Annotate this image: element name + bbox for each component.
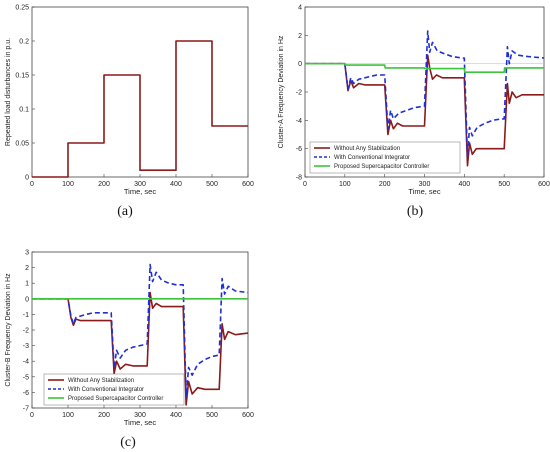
y-tick-label: -6 bbox=[296, 146, 302, 153]
y-tick-label: 0 bbox=[25, 296, 29, 303]
x-tick-label: 600 bbox=[538, 181, 550, 188]
y-tick-label: -2 bbox=[23, 328, 29, 335]
legend-label: Proposed Supercapacitor Controller bbox=[68, 396, 163, 402]
y-tick-label: 0 bbox=[298, 61, 302, 68]
x-tick-label: 200 bbox=[98, 181, 110, 188]
y-tick-label: 0.25 bbox=[15, 5, 29, 12]
x-tick-label: 100 bbox=[62, 181, 74, 188]
legend-label: Without Any Stabilization bbox=[68, 378, 134, 384]
x-tick-label: 300 bbox=[134, 412, 146, 419]
x-tick-label: 100 bbox=[339, 181, 351, 188]
y-tick-label: -4 bbox=[296, 118, 302, 125]
x-tick-label: 600 bbox=[242, 412, 254, 419]
series-line-3 bbox=[305, 62, 544, 73]
y-tick-label: -3 bbox=[23, 343, 29, 350]
chart-panel-1: 0 100 200 300 400 500 600 0 0.05 0.1 0.15 0.2 0.25 Ti… bbox=[5, 5, 254, 220]
x-tick-label: 0 bbox=[303, 181, 307, 188]
legend-label: With Conventional Integrator bbox=[68, 387, 144, 393]
x-tick-label: 500 bbox=[206, 181, 218, 188]
x-tick-label: 0 bbox=[30, 181, 34, 188]
y-tick-label: 0.15 bbox=[15, 73, 29, 80]
y-tick-label: -6 bbox=[23, 390, 29, 397]
y-tick-label: -5 bbox=[23, 374, 29, 381]
y-tick-label: -4 bbox=[23, 359, 29, 366]
y-axis-label: Cluster-A Frequency Deviation in Hz bbox=[278, 35, 285, 148]
series-line-2 bbox=[305, 30, 545, 158]
legend-label: Proposed Supercapacitor Controller bbox=[334, 164, 429, 170]
y-tick-label: 2 bbox=[25, 265, 29, 272]
x-tick-label: 400 bbox=[170, 412, 182, 419]
x-tick-label: 500 bbox=[498, 181, 510, 188]
y-tick-label: 2 bbox=[298, 33, 302, 40]
x-tick-label: 400 bbox=[170, 181, 182, 188]
y-axis-label: Repeated load disturbances in p.u. bbox=[5, 38, 12, 146]
panel-label: (b) bbox=[407, 204, 424, 219]
panel-label: (c) bbox=[120, 435, 136, 450]
y-tick-label: 1 bbox=[25, 281, 29, 288]
x-tick-label: 200 bbox=[98, 412, 110, 419]
x-tick-label: 600 bbox=[242, 181, 254, 188]
x-tick-label: 0 bbox=[30, 412, 34, 419]
legend-label: With Conventional Integrator bbox=[334, 155, 410, 161]
series-line-2 bbox=[32, 263, 249, 398]
x-tick-label: 300 bbox=[134, 181, 146, 188]
y-tick-label: 0.2 bbox=[19, 39, 29, 46]
legend-label: Without Any Stabilization bbox=[334, 146, 400, 152]
y-tick-label: 0 bbox=[25, 175, 29, 182]
y-tick-label: -7 bbox=[23, 406, 29, 413]
x-axis-label: Time, sec bbox=[124, 187, 156, 196]
x-axis-label: Time, sec bbox=[408, 187, 440, 196]
y-tick-label: -2 bbox=[296, 90, 302, 97]
y-tick-label: 0.05 bbox=[15, 141, 29, 148]
x-tick-label: 400 bbox=[458, 181, 470, 188]
series-line-1 bbox=[32, 291, 249, 406]
y-tick-label: 4 bbox=[298, 5, 302, 12]
x-tick-label: 100 bbox=[62, 412, 74, 419]
y-axis-label: Cluster-B Frequency Deviation in Hz bbox=[5, 273, 12, 387]
series-line-1 bbox=[305, 54, 544, 167]
panel-label: (a) bbox=[117, 204, 133, 219]
x-axis-label: Time, sec bbox=[124, 418, 156, 427]
series-line-1 bbox=[32, 40, 248, 178]
x-tick-label: 500 bbox=[206, 412, 218, 419]
legend-box bbox=[43, 373, 185, 406]
legend-box bbox=[309, 141, 461, 174]
chart-panel-2: 0 100 200 300 400 500 600 -8 -6 -4 -2 0 2 4 Time, sec C… bbox=[278, 5, 550, 220]
y-tick-label: 3 bbox=[25, 250, 29, 257]
y-tick-label: 0.1 bbox=[19, 107, 29, 114]
x-tick-label: 300 bbox=[419, 181, 431, 188]
x-tick-label: 200 bbox=[379, 181, 391, 188]
y-tick-label: -8 bbox=[296, 175, 302, 182]
chart-panel-3: 0 100 200 300 400 500 600 -7 -6 -5 -4 -3 -2 -1 0 1 2 3 Tim… bbox=[5, 250, 254, 451]
y-tick-label: -1 bbox=[23, 312, 29, 319]
